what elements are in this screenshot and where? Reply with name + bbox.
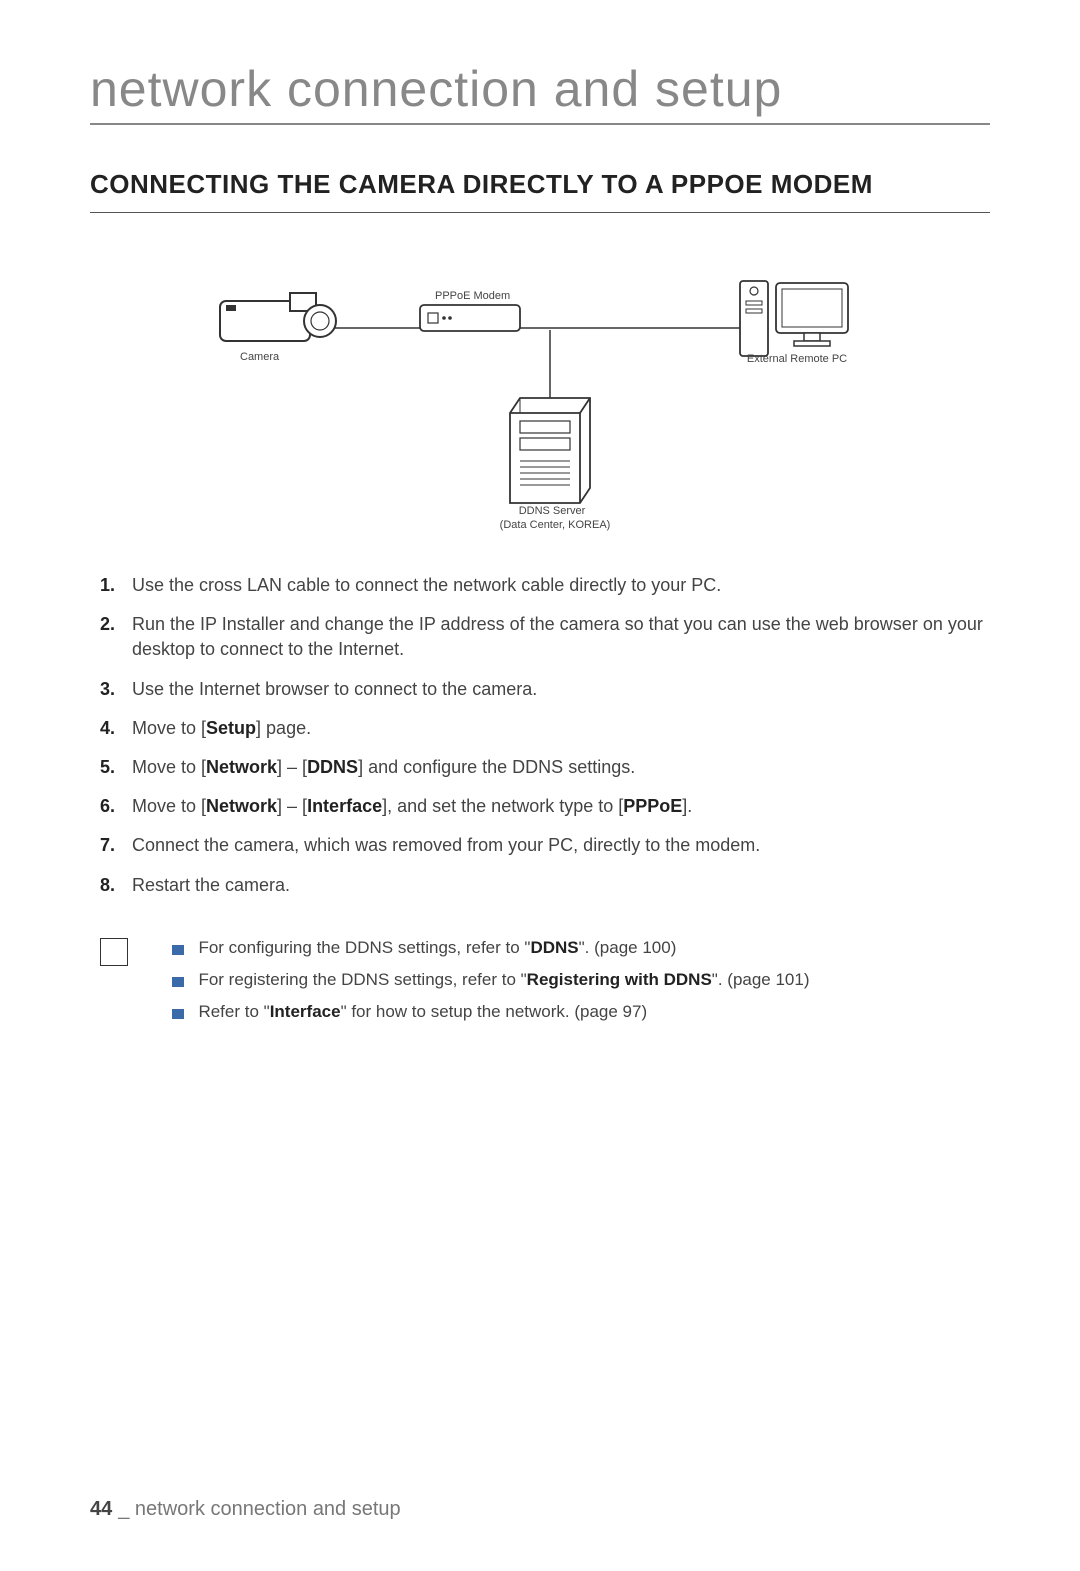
- step-bold: Setup: [206, 718, 256, 738]
- step-4: Move to [Setup] page.: [100, 716, 990, 741]
- bullet-icon: [172, 1009, 184, 1019]
- step-text: Run the IP Installer and change the IP a…: [132, 614, 983, 659]
- step-text: ], and set the network type to [: [382, 796, 623, 816]
- footer-text: network connection and setup: [129, 1498, 400, 1520]
- step-bold: Network: [206, 796, 277, 816]
- note-text: Refer to ": [198, 1002, 269, 1021]
- step-3: Use the Internet browser to connect to t…: [100, 677, 990, 702]
- bullet-icon: [172, 977, 184, 987]
- note-1: For configuring the DDNS settings, refer…: [172, 938, 809, 958]
- section-heading: CONNECTING THE CAMERA DIRECTLY TO A PPPO…: [90, 165, 990, 213]
- step-text: ].: [682, 796, 692, 816]
- footer-sep: _: [118, 1498, 129, 1520]
- step-text: Use the Internet browser to connect to t…: [132, 679, 537, 699]
- diagram-pc-label: External Remote PC: [732, 353, 862, 365]
- step-text: ] and configure the DDNS settings.: [358, 757, 635, 777]
- step-text: Move to [: [132, 718, 206, 738]
- note-3: Refer to "Interface" for how to setup th…: [172, 1002, 809, 1022]
- diagram-camera-label: Camera: [240, 351, 279, 363]
- steps-list: Use the cross LAN cable to connect the n…: [100, 573, 990, 898]
- step-text: Move to [: [132, 757, 206, 777]
- step-text: Move to [: [132, 796, 206, 816]
- note-bold: DDNS: [530, 938, 578, 957]
- note-bold: Registering with DDNS: [527, 970, 712, 989]
- note-text: ". (page 100): [579, 938, 677, 957]
- note-bold: Interface: [270, 1002, 341, 1021]
- step-text: Connect the camera, which was removed fr…: [132, 835, 760, 855]
- step-7: Connect the camera, which was removed fr…: [100, 833, 990, 858]
- diagram-server-label-1: DDNS Server: [507, 505, 597, 517]
- diagram-modem-label: PPPoE Modem: [435, 290, 510, 302]
- notes-section: For configuring the DDNS settings, refer…: [100, 938, 990, 1034]
- step-8: Restart the camera.: [100, 873, 990, 898]
- step-6: Move to [Network] – [Interface], and set…: [100, 794, 990, 819]
- step-text: Restart the camera.: [132, 875, 290, 895]
- step-text: ] page.: [256, 718, 311, 738]
- step-2: Run the IP Installer and change the IP a…: [100, 612, 990, 662]
- connection-diagram: Camera PPPoE Modem External Remote PC DD…: [180, 243, 900, 533]
- step-text: ] – [: [277, 757, 307, 777]
- step-1: Use the cross LAN cable to connect the n…: [100, 573, 990, 598]
- note-2: For registering the DDNS settings, refer…: [172, 970, 809, 990]
- page-footer: 44 _ network connection and setup: [90, 1498, 401, 1521]
- bullet-icon: [172, 945, 184, 955]
- step-bold: Interface: [307, 796, 382, 816]
- step-5: Move to [Network] – [DDNS] and configure…: [100, 755, 990, 780]
- step-bold: Network: [206, 757, 277, 777]
- page-number: 44: [90, 1498, 112, 1520]
- note-text: For configuring the DDNS settings, refer…: [198, 938, 530, 957]
- note-text: For registering the DDNS settings, refer…: [198, 970, 526, 989]
- page-title: network connection and setup: [90, 60, 990, 125]
- note-text: ". (page 101): [712, 970, 810, 989]
- diagram-server-label-2: (Data Center, KOREA): [485, 519, 625, 531]
- step-text: ] – [: [277, 796, 307, 816]
- step-bold: PPPoE: [623, 796, 682, 816]
- note-text: " for how to setup the network. (page 97…: [341, 1002, 648, 1021]
- note-icon: [100, 938, 128, 966]
- step-bold: DDNS: [307, 757, 358, 777]
- step-text: Use the cross LAN cable to connect the n…: [132, 575, 721, 595]
